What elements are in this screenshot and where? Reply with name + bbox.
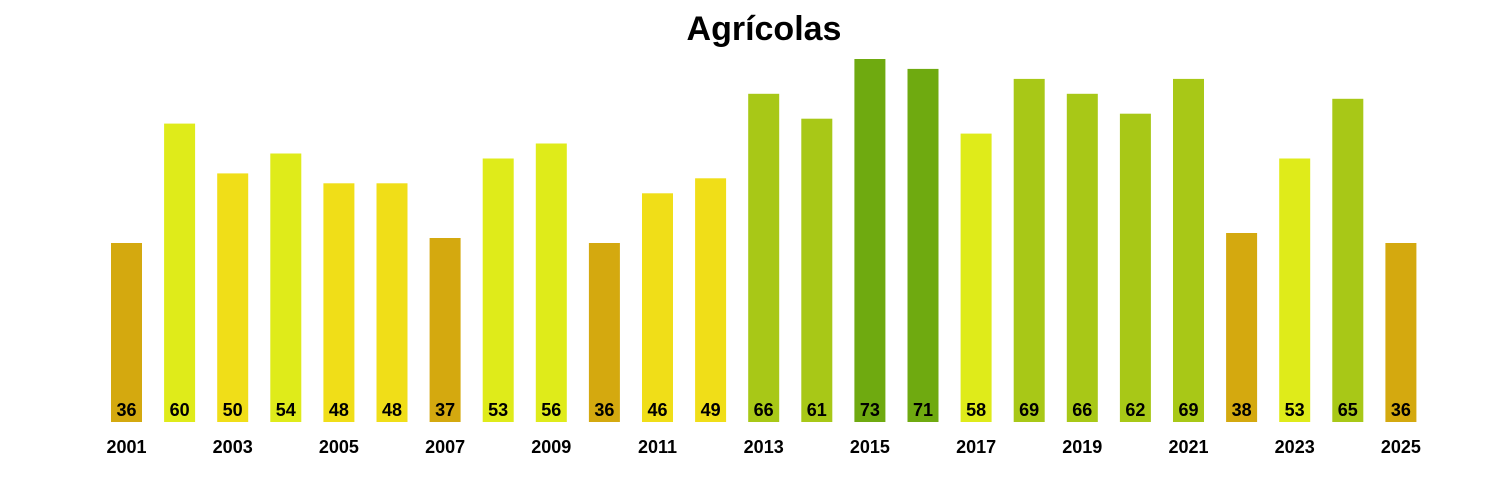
- value-label-2012: 49: [701, 400, 721, 420]
- bar-2018: [1013, 78, 1045, 423]
- value-label-2019: 66: [1072, 400, 1092, 420]
- bar-2017: [960, 133, 992, 422]
- value-label-2008: 53: [488, 400, 508, 420]
- x-tick-2015: 2015: [850, 437, 890, 457]
- value-label-2022: 38: [1232, 400, 1252, 420]
- bar-2009: [535, 143, 567, 422]
- bar-2011: [642, 193, 673, 422]
- value-label-2002: 60: [170, 400, 190, 420]
- x-axis-ticks-group: 2001 2003 2005 2007 2009 2011 2013 2015 2017 2019…: [106, 437, 1420, 457]
- value-label-2016: 71: [913, 400, 933, 420]
- x-tick-2009: 2009: [531, 437, 571, 457]
- value-label-2001: 36: [116, 400, 136, 420]
- value-label-2024: 65: [1338, 400, 1358, 420]
- value-label-2020: 62: [1125, 400, 1145, 420]
- value-label-2003: 50: [223, 400, 243, 420]
- x-tick-2017: 2017: [956, 437, 996, 457]
- bar-2008: [482, 158, 514, 422]
- bar-2002: [164, 123, 196, 422]
- bar-2016: [907, 68, 939, 423]
- x-tick-2019: 2019: [1062, 437, 1102, 457]
- bar-2015: [854, 59, 886, 422]
- bar-2023: [1279, 158, 1311, 422]
- bar-2004: [270, 153, 302, 422]
- value-label-2025: 36: [1391, 400, 1411, 420]
- x-tick-2011: 2011: [638, 437, 677, 457]
- x-tick-2023: 2023: [1275, 437, 1315, 457]
- chart-title: Agrícolas: [686, 10, 842, 48]
- x-tick-2001: 2001: [106, 437, 146, 457]
- value-label-2018: 69: [1019, 400, 1039, 420]
- value-label-2009: 56: [541, 400, 561, 420]
- bars-group: [111, 59, 1417, 423]
- bar-2003: [217, 173, 249, 422]
- bar-2025: [1385, 243, 1417, 422]
- value-label-2017: 58: [966, 400, 986, 420]
- x-tick-2005: 2005: [319, 437, 359, 457]
- value-label-2004: 54: [276, 400, 296, 420]
- x-tick-2025: 2025: [1381, 437, 1421, 457]
- bar-2019: [1066, 93, 1098, 423]
- x-tick-2003: 2003: [213, 437, 253, 457]
- value-label-2011: 46: [647, 400, 667, 420]
- bar-2022: [1226, 233, 1258, 422]
- bar-2012: [695, 178, 727, 422]
- value-labels-group: 36 60 50 54 48 48 37 53 56 36 46 49 66 61 73 71 58 69 66 62…: [116, 400, 1410, 420]
- bar-2001: [111, 243, 142, 422]
- value-label-2023: 53: [1285, 400, 1305, 420]
- x-tick-2013: 2013: [744, 437, 784, 457]
- bar-2020: [1119, 113, 1151, 422]
- value-label-2010: 36: [594, 400, 614, 420]
- value-label-2005: 48: [329, 400, 349, 420]
- x-tick-2021: 2021: [1168, 437, 1208, 457]
- value-label-2021: 69: [1178, 400, 1198, 420]
- bar-2021: [1173, 78, 1204, 423]
- value-label-2013: 66: [754, 400, 774, 420]
- value-label-2015: 73: [860, 400, 880, 420]
- x-tick-2007: 2007: [425, 437, 465, 457]
- bar-2007: [429, 238, 461, 422]
- bar-2005: [323, 183, 355, 422]
- bar-2014: [801, 118, 833, 422]
- bar-2024: [1332, 98, 1364, 423]
- bar-2006: [376, 183, 408, 422]
- bar-2013: [748, 93, 780, 423]
- value-label-2007: 37: [435, 400, 455, 420]
- value-label-2014: 61: [807, 400, 827, 420]
- value-label-2006: 48: [382, 400, 402, 420]
- bar-2010: [588, 243, 620, 422]
